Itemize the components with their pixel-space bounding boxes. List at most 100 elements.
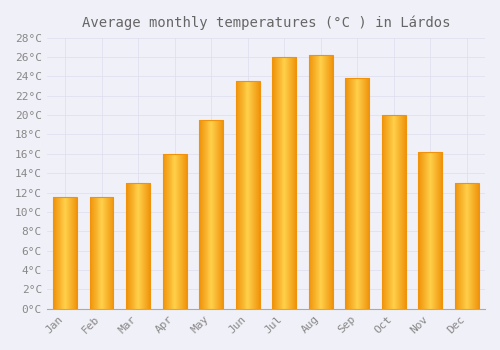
Bar	[66, 197, 67, 309]
Bar	[221, 120, 222, 309]
Bar	[474, 183, 475, 309]
Bar	[148, 183, 149, 309]
Bar	[180, 154, 181, 309]
Bar	[127, 183, 128, 309]
Bar	[355, 78, 356, 309]
Bar	[324, 55, 325, 309]
Bar	[316, 55, 317, 309]
Bar	[127, 183, 128, 309]
Bar	[220, 120, 221, 309]
Bar	[138, 183, 139, 309]
Bar	[283, 57, 284, 309]
Bar	[328, 55, 329, 309]
Bar	[216, 120, 217, 309]
Bar	[356, 78, 357, 309]
Bar	[426, 152, 427, 309]
Bar	[277, 57, 278, 309]
Bar	[200, 120, 202, 309]
Bar	[181, 154, 182, 309]
Bar	[275, 57, 276, 309]
Bar	[167, 154, 168, 309]
Bar	[236, 81, 260, 309]
Bar	[404, 115, 405, 309]
Bar	[128, 183, 129, 309]
Bar	[132, 183, 133, 309]
Bar	[273, 57, 274, 309]
Bar	[93, 197, 94, 309]
Bar	[326, 55, 327, 309]
Bar	[239, 81, 240, 309]
Bar	[329, 55, 330, 309]
Bar	[398, 115, 399, 309]
Bar	[402, 115, 403, 309]
Bar	[259, 81, 260, 309]
Bar	[253, 81, 254, 309]
Bar	[237, 81, 238, 309]
Bar	[360, 78, 361, 309]
Bar	[279, 57, 280, 309]
Bar	[272, 57, 296, 309]
Bar	[346, 78, 347, 309]
Bar	[61, 197, 62, 309]
Bar	[142, 183, 143, 309]
Bar	[72, 197, 73, 309]
Bar	[466, 183, 467, 309]
Bar	[105, 197, 106, 309]
Bar	[385, 115, 386, 309]
Bar	[183, 154, 184, 309]
Bar	[294, 57, 295, 309]
Bar	[126, 183, 127, 309]
Bar	[418, 152, 419, 309]
Bar	[137, 183, 138, 309]
Bar	[399, 115, 400, 309]
Bar	[94, 197, 95, 309]
Bar	[245, 81, 246, 309]
Bar	[436, 152, 437, 309]
Bar	[420, 152, 421, 309]
Bar	[388, 115, 389, 309]
Bar	[99, 197, 100, 309]
Bar	[163, 154, 186, 309]
Bar	[348, 78, 349, 309]
Bar	[178, 154, 179, 309]
Bar	[113, 197, 114, 309]
Bar	[346, 78, 369, 309]
Bar	[292, 57, 293, 309]
Bar	[473, 183, 474, 309]
Bar	[54, 197, 77, 309]
Bar	[240, 81, 241, 309]
Bar	[255, 81, 256, 309]
Bar	[365, 78, 366, 309]
Bar	[394, 115, 395, 309]
Bar	[456, 183, 457, 309]
Bar	[73, 197, 74, 309]
Bar	[68, 197, 70, 309]
Bar	[422, 152, 423, 309]
Bar	[440, 152, 441, 309]
Bar	[320, 55, 321, 309]
Bar	[60, 197, 61, 309]
Bar	[311, 55, 312, 309]
Bar	[393, 115, 394, 309]
Bar	[213, 120, 214, 309]
Bar	[236, 81, 237, 309]
Bar	[185, 154, 186, 309]
Bar	[457, 183, 458, 309]
Bar	[433, 152, 434, 309]
Bar	[312, 55, 313, 309]
Bar	[400, 115, 401, 309]
Bar	[437, 152, 438, 309]
Bar	[475, 183, 476, 309]
Bar	[330, 55, 331, 309]
Bar	[286, 57, 287, 309]
Bar	[168, 154, 169, 309]
Bar	[429, 152, 430, 309]
Bar	[145, 183, 146, 309]
Bar	[327, 55, 328, 309]
Bar	[317, 55, 318, 309]
Bar	[253, 81, 254, 309]
Bar	[242, 81, 243, 309]
Bar	[243, 81, 244, 309]
Bar	[77, 197, 78, 309]
Bar	[331, 55, 332, 309]
